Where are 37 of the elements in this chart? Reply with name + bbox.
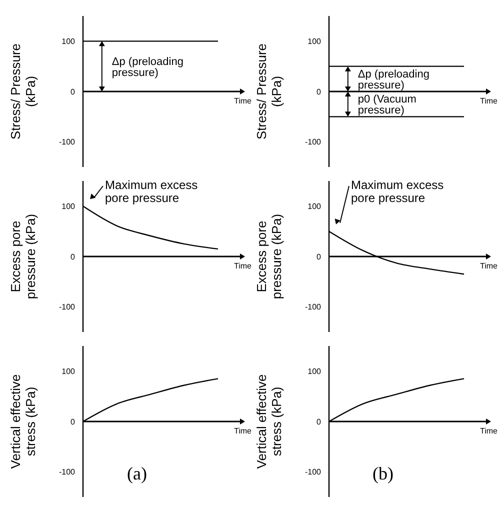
y-tick-label: 0 xyxy=(70,87,76,96)
x-axis-title: Time xyxy=(480,426,498,436)
annotation: (b) xyxy=(372,463,394,484)
y-axis-title: Excess pore pressure (kPa) xyxy=(254,214,284,300)
y-tick-label: -100 xyxy=(304,468,322,477)
y-tick-label: -100 xyxy=(304,302,322,312)
annotation: Maximum excess pore pressure xyxy=(351,178,444,205)
annotation: Δp (preloading pressure) xyxy=(358,68,430,92)
y-axis-title: Vertical effective stress (kPa) xyxy=(254,374,284,469)
y-tick-label: 0 xyxy=(70,417,76,426)
y-tick-label: 100 xyxy=(308,202,322,212)
y-tick-label: 0 xyxy=(70,252,76,262)
annotation: Maximum excess pore pressure xyxy=(105,178,198,205)
y-tick-label: -100 xyxy=(58,138,76,147)
x-axis-title: Time xyxy=(480,96,498,106)
annotation: Δp (preloading pressure) xyxy=(112,56,184,79)
x-axis-title: Time xyxy=(234,262,252,270)
y-tick-label: 100 xyxy=(308,367,322,376)
y-axis-title: Stress/ Pressure (kPa) xyxy=(254,43,284,140)
y-tick-label: 0 xyxy=(316,87,322,96)
annotation: p0 (Vacuum pressure) xyxy=(358,94,416,117)
x-axis-title: Time xyxy=(480,262,498,270)
annotation: (a) xyxy=(127,463,147,484)
x-axis-title: Time xyxy=(234,426,252,436)
y-axis-title: Excess pore pressure (kPa) xyxy=(8,214,38,300)
y-tick-label: 0 xyxy=(316,252,322,262)
y-tick-label: -100 xyxy=(58,302,76,312)
y-tick-label: -100 xyxy=(58,468,76,477)
y-tick-label: 100 xyxy=(308,37,322,46)
y-tick-label: 100 xyxy=(62,367,76,376)
x-axis-title: Time xyxy=(234,96,252,106)
y-axis-title: Vertical effective stress (kPa) xyxy=(8,374,38,469)
y-tick-label: 0 xyxy=(316,417,322,426)
y-tick-label: 100 xyxy=(62,37,76,46)
y-axis-title: Stress/ Pressure (kPa) xyxy=(8,43,38,140)
y-tick-label: -100 xyxy=(304,138,322,147)
y-tick-label: 100 xyxy=(62,202,76,212)
